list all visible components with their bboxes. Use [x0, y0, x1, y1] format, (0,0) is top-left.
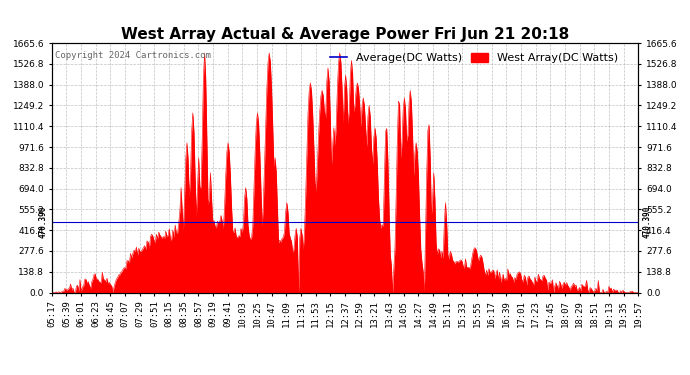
Legend: Average(DC Watts), West Array(DC Watts): Average(DC Watts), West Array(DC Watts): [326, 49, 622, 68]
Text: Copyright 2024 Cartronics.com: Copyright 2024 Cartronics.com: [55, 51, 210, 60]
Title: West Array Actual & Average Power Fri Jun 21 20:18: West Array Actual & Average Power Fri Ju…: [121, 27, 569, 42]
Text: 470.390: 470.390: [39, 206, 48, 238]
Text: 470.390: 470.390: [642, 206, 651, 238]
